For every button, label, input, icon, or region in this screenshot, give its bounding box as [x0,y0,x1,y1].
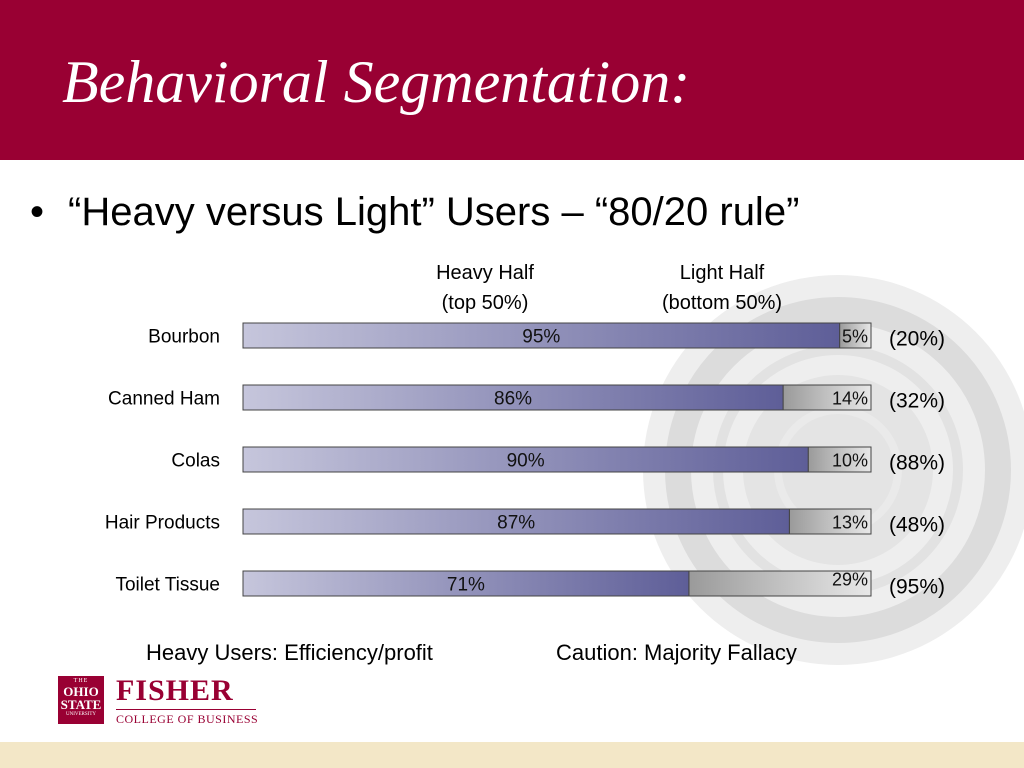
heavy-half-bar [242,570,690,597]
category-label: Colas [171,451,220,472]
heavy-half-sublabel: (top 50%) [441,292,529,314]
heavy-half-bar [242,508,790,535]
heavy-value-label: 90% [507,451,545,472]
category-share-annotation: (32%) [889,390,945,413]
caution-note: Caution: Majority Fallacy [556,640,797,665]
heavy-half-bar [242,384,784,411]
light-half-bar [807,446,872,473]
college-of-business-label: COLLEGE OF BUSINESS [116,712,259,726]
light-half-sublabel: (bottom 50%) [661,292,783,314]
light-half-bar [688,570,872,597]
light-value-label: 5% [842,327,868,347]
light-half-header: Light Half (bottom 50%) [627,258,817,318]
slide-title: Behavioral Segmentation: [62,49,691,115]
light-half-bar [788,508,872,535]
heavy-value-label: 95% [522,327,560,348]
heavy-half-bar [242,446,809,473]
title-banner [0,0,1024,160]
heavy-half-bar [242,322,841,349]
bullet-point: • “Heavy versus Light” Users – “80/20 rul… [30,190,799,235]
bullet-dot-icon: • [30,190,45,234]
heavy-users-note: Heavy Users: Efficiency/profit [146,640,433,665]
heavy-value-label: 71% [447,575,485,596]
category-label: Hair Products [105,513,220,534]
heavy-value-label: 87% [497,513,535,534]
logo-divider [116,709,256,710]
light-value-label: 29% [832,570,868,590]
ohio-state-logo: THE OHIO STATE UNIVERSITY [58,676,104,724]
light-value-label: 14% [832,389,868,409]
light-value-label: 13% [832,513,868,533]
category-share-annotation: (88%) [889,452,945,475]
category-label: Bourbon [148,327,220,348]
category-label: Toilet Tissue [115,575,220,596]
heavy-half-label: Heavy Half [436,262,534,284]
category-label: Canned Ham [108,389,220,410]
light-half-label: Light Half [679,262,765,284]
light-value-label: 10% [832,451,868,471]
category-share-annotation: (48%) [889,514,945,537]
light-half-bar [839,322,872,349]
category-share-annotation: (95%) [889,576,945,599]
light-half-bar [782,384,872,411]
fisher-wordmark: FISHER [116,674,234,707]
bullet-text: “Heavy versus Light” Users – “80/20 rule… [68,190,800,234]
heavy-half-header: Heavy Half (top 50%) [400,258,570,318]
footer-band [0,742,1024,768]
category-share-annotation: (20%) [889,328,945,351]
heavy-value-label: 86% [494,389,532,410]
